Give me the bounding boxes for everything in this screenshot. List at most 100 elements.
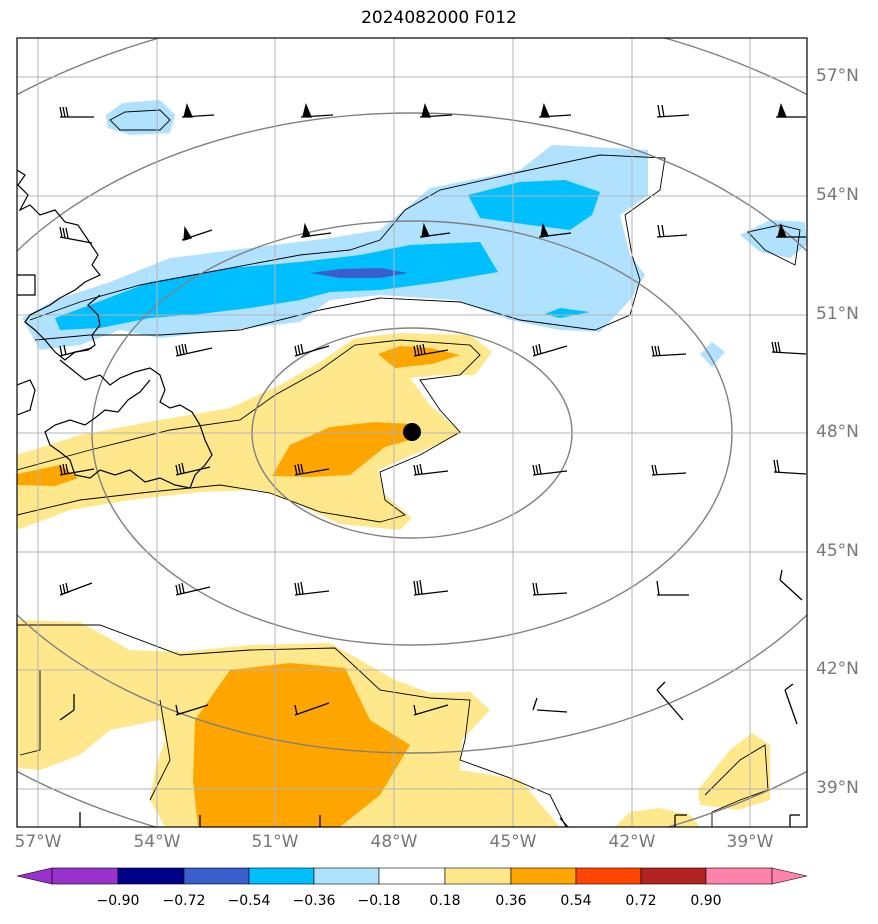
wind-barb bbox=[413, 704, 449, 716]
lat-label: 57°N bbox=[816, 66, 859, 86]
wind-barb bbox=[779, 569, 803, 601]
contour-blue-core-north bbox=[468, 180, 600, 230]
lon-label: 39°W bbox=[726, 832, 774, 852]
wind-barb bbox=[294, 581, 330, 596]
wind-barb bbox=[413, 463, 449, 476]
wind-barb bbox=[532, 343, 568, 357]
colorbar-tick-label: 0.36 bbox=[495, 893, 527, 909]
wind-barb bbox=[181, 225, 213, 241]
lon-label: 51°W bbox=[251, 832, 299, 852]
wind-barb bbox=[559, 817, 569, 827]
colorbar-extend-low bbox=[16, 867, 53, 885]
contour-blue-dot bbox=[700, 342, 725, 367]
contour-yellow-south-edge bbox=[615, 808, 700, 827]
contour-blue-band bbox=[55, 242, 498, 330]
colorbar-tick-label: −0.36 bbox=[292, 893, 336, 909]
storm-center-marker bbox=[403, 423, 421, 441]
wind-barb bbox=[175, 582, 211, 596]
lon-label: 42°W bbox=[608, 832, 656, 852]
wind-barb bbox=[59, 582, 93, 596]
wind-barb bbox=[294, 702, 330, 716]
graticule bbox=[17, 38, 807, 827]
wind-barb bbox=[532, 463, 568, 476]
wind-barb bbox=[776, 102, 806, 118]
wind-barb bbox=[771, 341, 807, 355]
wind-barb bbox=[538, 222, 572, 238]
lat-label: 48°N bbox=[816, 422, 859, 442]
map-title: 2024082000 F012 bbox=[361, 8, 517, 28]
colorbar-tick-label: −0.90 bbox=[96, 893, 140, 909]
lon-label: 48°W bbox=[370, 832, 418, 852]
colorbar-bin bbox=[248, 867, 315, 885]
lat-label: 45°N bbox=[816, 541, 859, 561]
colorbar-bin bbox=[640, 867, 707, 885]
colorbar-bin bbox=[510, 867, 577, 885]
contour-blue-small-ne bbox=[740, 220, 807, 258]
wind-barb bbox=[300, 222, 332, 238]
colorbar-tick-label: 0.72 bbox=[625, 893, 657, 909]
wind-barb bbox=[656, 104, 690, 118]
wind-barb bbox=[294, 343, 330, 357]
colorbar-tick-label: −0.72 bbox=[162, 893, 206, 909]
colorbar-bin bbox=[51, 867, 119, 885]
wind-barb bbox=[656, 224, 688, 238]
wind-barb bbox=[784, 683, 798, 725]
wind-barb bbox=[59, 694, 75, 721]
colorbar-tick-label: 0.54 bbox=[560, 893, 592, 909]
colorbar-extend-high bbox=[771, 867, 808, 885]
wind-barb bbox=[294, 463, 330, 476]
wind-barb bbox=[175, 462, 211, 476]
wind-barb bbox=[59, 106, 94, 118]
wind-barb bbox=[419, 222, 451, 238]
wind-barb bbox=[532, 582, 568, 596]
colorbar-bin bbox=[183, 867, 250, 885]
colorbar-bin bbox=[313, 867, 380, 885]
wind-barb bbox=[59, 226, 93, 244]
wind-barb bbox=[59, 463, 95, 476]
lat-label: 42°N bbox=[816, 659, 859, 679]
colorbar-tick-label: −0.54 bbox=[227, 893, 271, 909]
colorbar-bin bbox=[705, 867, 773, 885]
contour-yellow-southeast bbox=[698, 733, 770, 810]
wind-barb bbox=[59, 344, 93, 357]
lon-label: 57°W bbox=[14, 832, 62, 852]
colorbar-bin bbox=[575, 867, 642, 885]
wind-barb bbox=[651, 464, 687, 476]
map-content bbox=[17, 38, 807, 827]
colorbar-tick-label: 0.90 bbox=[690, 893, 722, 909]
wind-barb bbox=[674, 814, 687, 827]
contour-orange-west bbox=[17, 465, 78, 486]
map-frame bbox=[16, 37, 808, 828]
wind-barb bbox=[651, 345, 687, 357]
wind-barb bbox=[789, 814, 800, 827]
wind-barb bbox=[532, 697, 568, 713]
wind-barb bbox=[175, 343, 213, 357]
colorbar-bin bbox=[378, 867, 446, 885]
wind-barb bbox=[656, 681, 684, 721]
colorbar-tick-label: 0.18 bbox=[429, 893, 461, 909]
wind-barb bbox=[413, 343, 449, 357]
wind-barb bbox=[656, 580, 689, 596]
colorbar-tick-label: −0.18 bbox=[357, 893, 401, 909]
wind-barb bbox=[773, 459, 807, 475]
colorbar-bin bbox=[117, 867, 185, 885]
contour-orange-storm bbox=[272, 422, 412, 477]
wind-barb bbox=[776, 222, 806, 238]
wind-barb bbox=[175, 704, 209, 716]
lon-label: 54°W bbox=[133, 832, 181, 852]
contour-yellow-storm bbox=[17, 333, 492, 530]
coastline bbox=[17, 169, 213, 489]
wind-barb bbox=[538, 102, 572, 118]
lat-label: 39°N bbox=[816, 778, 859, 798]
lon-label: 45°W bbox=[489, 832, 537, 852]
wind-barb bbox=[181, 102, 215, 118]
wind-barbs bbox=[59, 102, 807, 827]
lat-label: 51°N bbox=[816, 304, 859, 324]
wind-barb bbox=[413, 579, 449, 596]
lat-label: 54°N bbox=[816, 185, 859, 205]
wind-barb bbox=[419, 102, 453, 118]
colorbar bbox=[16, 867, 808, 885]
contour-blue-small-n bbox=[106, 100, 175, 135]
wind-barb bbox=[300, 102, 334, 118]
